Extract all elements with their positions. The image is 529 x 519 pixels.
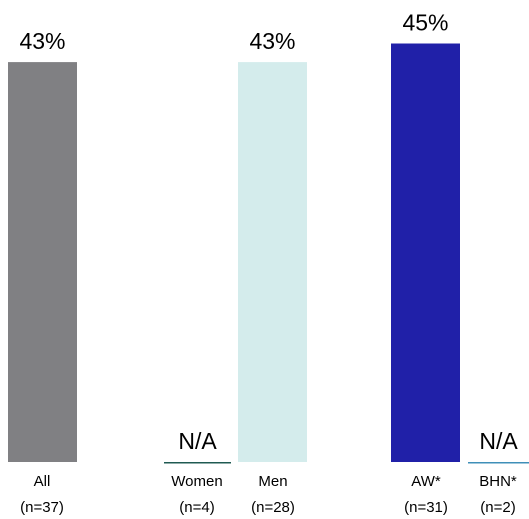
bar-4	[468, 462, 529, 464]
category-label-1: Women	[171, 473, 222, 490]
sample-size-label-2: (n=28)	[251, 499, 295, 516]
category-label-2: Men	[258, 473, 287, 490]
bar-2	[238, 62, 307, 462]
sample-size-label-0: (n=37)	[20, 499, 64, 516]
value-label-1: N/A	[178, 428, 217, 454]
sample-size-label-3: (n=31)	[404, 499, 448, 516]
category-label-3: AW*	[411, 473, 441, 490]
category-label-4: BHN*	[479, 473, 517, 490]
value-label-2: 43%	[249, 28, 295, 54]
bar-3	[391, 43, 460, 462]
bar-0	[8, 62, 77, 462]
bar-1	[164, 462, 231, 464]
value-label-3: 45%	[402, 10, 448, 36]
sample-size-label-1: (n=4)	[179, 499, 214, 516]
value-label-4: N/A	[479, 428, 518, 454]
category-label-0: All	[34, 473, 51, 490]
sample-size-label-4: (n=2)	[480, 499, 515, 516]
value-label-0: 43%	[19, 28, 65, 54]
